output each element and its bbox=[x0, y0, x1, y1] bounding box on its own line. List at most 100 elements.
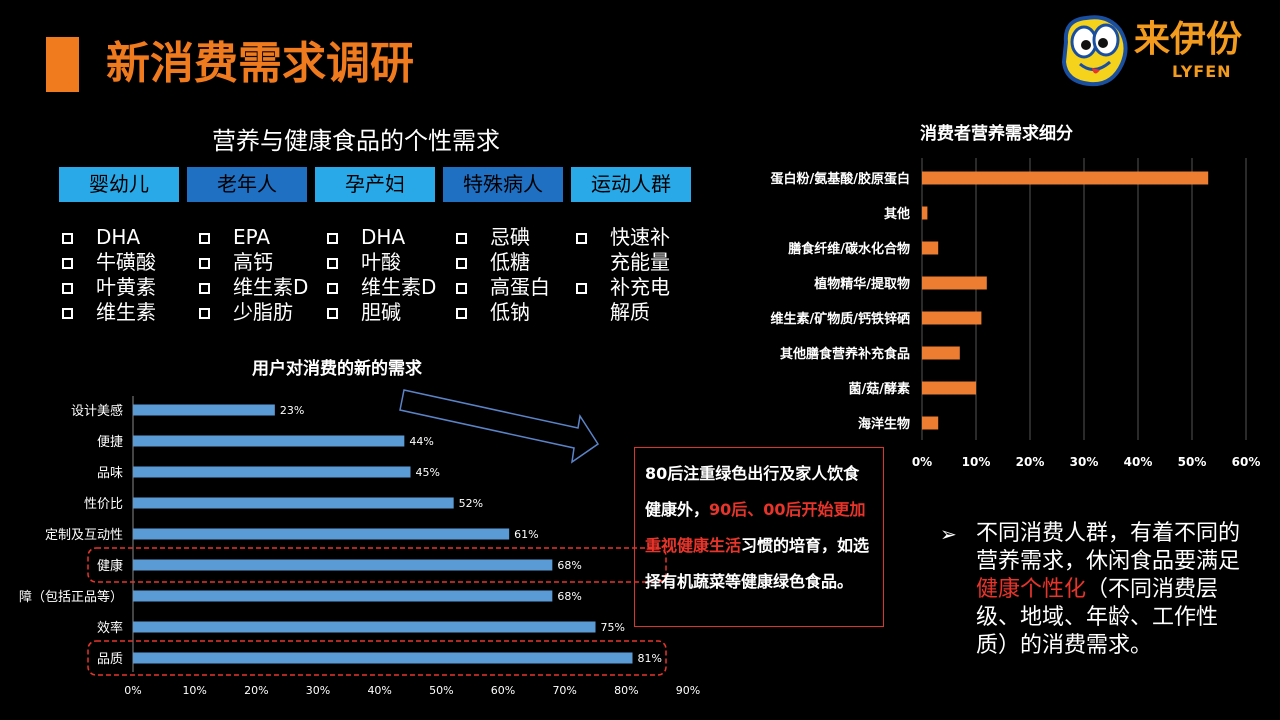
checkbox-icon bbox=[199, 283, 210, 294]
x-tick-label: 20% bbox=[244, 684, 268, 697]
bar bbox=[922, 346, 960, 360]
x-tick-label: 90% bbox=[676, 684, 700, 697]
list-item: 高钙 bbox=[199, 250, 308, 275]
bar bbox=[133, 404, 275, 416]
checkbox-icon bbox=[456, 233, 467, 244]
checkbox-icon bbox=[327, 258, 338, 269]
pregnant-needs-list: DHA 叶酸 维生素D 胆碱 bbox=[327, 225, 436, 325]
bar bbox=[133, 590, 553, 602]
list-item: 维生素D bbox=[327, 275, 436, 300]
category-label: 效率 bbox=[97, 620, 123, 636]
sports-needs-list: 快速补 充能量 补充电 解质 bbox=[576, 225, 670, 325]
list-item: 充能量 bbox=[610, 250, 670, 274]
data-label: 68% bbox=[557, 590, 581, 603]
bar bbox=[922, 416, 939, 430]
checkbox-icon bbox=[62, 283, 73, 294]
generation-callout: 80后注重绿色出行及家人饮食健康外，90后、00后开始更加重视健康生活习惯的培育… bbox=[634, 447, 884, 627]
data-label: 44% bbox=[409, 435, 433, 448]
list-item: 快速补 bbox=[576, 225, 670, 250]
mascot-icon bbox=[1061, 15, 1128, 87]
bar bbox=[133, 652, 633, 664]
user-needs-chart: 设计美感 23% 便捷 44% 品味 45% 性价比 52% 定制及互动性 61% 健康 68% 障（包… bbox=[19, 396, 700, 697]
x-tick-label: 40% bbox=[1124, 455, 1153, 469]
list-item: 维生素D bbox=[199, 275, 308, 300]
tab-sports: 运动人群 bbox=[571, 167, 691, 202]
bar bbox=[922, 381, 976, 395]
bar bbox=[922, 171, 1209, 185]
list-item: 胆碱 bbox=[327, 300, 436, 325]
list-item: 叶酸 bbox=[327, 250, 436, 275]
checkbox-icon bbox=[62, 233, 73, 244]
category-label: 维生素/矿物质/钙铁锌硒 bbox=[771, 311, 911, 327]
x-tick-label: 50% bbox=[429, 684, 453, 697]
data-label: 81% bbox=[638, 652, 662, 665]
bar bbox=[133, 621, 596, 633]
list-item: 叶黄素 bbox=[62, 275, 156, 300]
list-item: 忌碘 bbox=[456, 225, 550, 250]
list-item: 补充电 bbox=[576, 275, 670, 300]
x-tick-label: 30% bbox=[1070, 455, 1099, 469]
bar bbox=[133, 435, 405, 447]
list-item: 解质 bbox=[610, 300, 650, 324]
x-tick-label: 50% bbox=[1178, 455, 1207, 469]
list-item: DHA bbox=[327, 225, 436, 250]
category-label: 定制及互动性 bbox=[45, 528, 123, 543]
data-label: 75% bbox=[601, 621, 625, 634]
category-label: 健康 bbox=[97, 558, 123, 574]
x-tick-label: 0% bbox=[124, 684, 141, 697]
checkbox-icon bbox=[199, 308, 210, 319]
highlight-frame bbox=[87, 640, 667, 676]
patient-needs-list: 忌碘 低糖 高蛋白 低钠 bbox=[456, 225, 550, 325]
list-item: 少脂肪 bbox=[199, 300, 308, 325]
category-label: 性价比 bbox=[84, 497, 123, 512]
checkbox-icon bbox=[327, 308, 338, 319]
category-label: 品味 bbox=[97, 466, 123, 481]
page-title: 新消费需求调研 bbox=[106, 38, 414, 89]
bar bbox=[922, 276, 987, 290]
tab-pregnant: 孕产妇 bbox=[315, 167, 435, 202]
bar bbox=[133, 497, 454, 509]
data-label: 61% bbox=[514, 528, 538, 541]
groups-title: 营养与健康食品的个性需求 bbox=[212, 127, 500, 155]
list-item: 牛磺酸 bbox=[62, 250, 156, 275]
category-label: 植物精华/提取物 bbox=[813, 276, 910, 292]
arrow-bullet-icon: ➢ bbox=[940, 522, 957, 546]
bar bbox=[133, 466, 411, 478]
bar bbox=[922, 241, 939, 255]
checkbox-icon bbox=[456, 308, 467, 319]
logo-subtitle: LYFEN bbox=[1172, 62, 1232, 81]
category-label: 膳食纤维/碳水化合物 bbox=[788, 241, 910, 257]
x-tick-label: 40% bbox=[367, 684, 391, 697]
checkbox-icon bbox=[62, 308, 73, 319]
elderly-needs-list: EPA 高钙 维生素D 少脂肪 bbox=[199, 225, 308, 325]
category-label: 其他 bbox=[884, 206, 910, 222]
list-item: 低糖 bbox=[456, 250, 550, 275]
tab-infant: 婴幼儿 bbox=[59, 167, 179, 202]
list-item: 维生素 bbox=[62, 300, 156, 325]
checkbox-icon bbox=[62, 258, 73, 269]
x-tick-label: 10% bbox=[182, 684, 206, 697]
x-tick-label: 60% bbox=[1232, 455, 1261, 469]
category-label: 设计美感 bbox=[71, 403, 123, 419]
data-label: 23% bbox=[280, 404, 304, 417]
category-label: 海洋生物 bbox=[858, 416, 910, 432]
checkbox-icon bbox=[327, 283, 338, 294]
category-label: 品质 bbox=[97, 652, 123, 667]
nutrition-chart-title: 消费者营养需求细分 bbox=[920, 124, 1073, 144]
x-tick-label: 20% bbox=[1016, 455, 1045, 469]
brand-logo: 来伊份 LYFEN bbox=[1056, 12, 1266, 92]
summary-bullet: ➢ 不同消费人群，有着不同的营养需求，休闲食品要满足健康个性化（不同消费层级、地… bbox=[940, 521, 1241, 658]
category-label: 其他膳食营养补充食品 bbox=[780, 346, 910, 362]
x-tick-label: 80% bbox=[614, 684, 638, 697]
nutrition-chart: 0% 10% 20% 30% 40% 50% 60% 蛋白粉/氨基酸/胶原蛋白其他膳食纤维/碳… bbox=[771, 158, 1261, 469]
list-item: EPA bbox=[199, 225, 308, 250]
checkbox-icon bbox=[576, 233, 587, 244]
category-label: 菌/菇/酵素 bbox=[849, 381, 911, 397]
checkbox-icon bbox=[456, 283, 467, 294]
data-label: 68% bbox=[557, 559, 581, 572]
x-tick-label: 0% bbox=[912, 455, 932, 469]
bar bbox=[922, 206, 928, 220]
list-item: DHA bbox=[62, 225, 156, 250]
tab-patient: 特殊病人 bbox=[443, 167, 563, 202]
tab-elderly: 老年人 bbox=[187, 167, 307, 202]
